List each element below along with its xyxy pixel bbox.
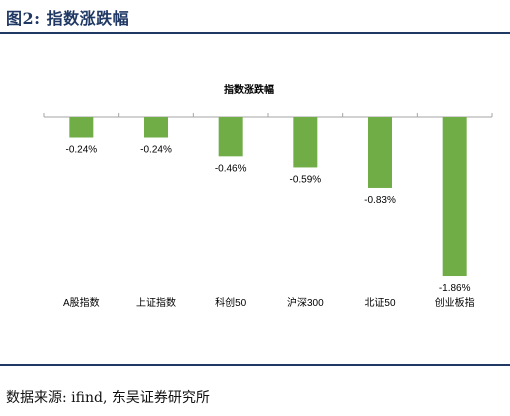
- value-label: -0.24%: [140, 145, 172, 156]
- category-label: 科创50: [215, 296, 247, 309]
- category-labels-group: A股指数 上证指数 科创50 沪深300 北证50 创业板指: [63, 296, 475, 309]
- bar: [218, 117, 243, 157]
- value-label: -0.83%: [364, 195, 396, 206]
- category-label: 上证指数: [136, 296, 176, 309]
- bar: [293, 117, 318, 168]
- category-label: 沪深300: [287, 296, 324, 309]
- category-label: 北证50: [364, 297, 396, 309]
- figure-header: 图2: 指数涨跌幅: [0, 0, 510, 34]
- value-label: -0.59%: [289, 174, 321, 185]
- bar: [144, 117, 168, 138]
- bar-chart: 指数涨跌幅 -0.24% -0.24% -0.46% -0.59% -0.83% -1.8…: [0, 34, 510, 364]
- value-label: -0.46%: [215, 163, 247, 174]
- value-label: -0.24%: [65, 145, 97, 156]
- bar: [368, 117, 392, 188]
- bar: [69, 117, 94, 138]
- value-labels-group: -0.24% -0.24% -0.46% -0.59% -0.83% -1.86%: [65, 145, 470, 295]
- bar-chart-svg: 指数涨跌幅 -0.24% -0.24% -0.46% -0.59% -0.83% -1.8…: [43, 83, 493, 309]
- source-note: 数据来源: ifind, 东吴证券研究所: [6, 390, 210, 406]
- bar: [442, 117, 467, 277]
- category-label: 创业板指: [435, 296, 475, 309]
- category-label: A股指数: [63, 296, 100, 309]
- bottom-rule: [0, 364, 510, 366]
- top-rule: [0, 32, 510, 34]
- figure-title: 图2: 指数涨跌幅: [6, 9, 130, 28]
- value-label: -1.86%: [439, 283, 471, 294]
- bars-group: [43, 113, 493, 277]
- chart-title: 指数涨跌幅: [224, 83, 274, 96]
